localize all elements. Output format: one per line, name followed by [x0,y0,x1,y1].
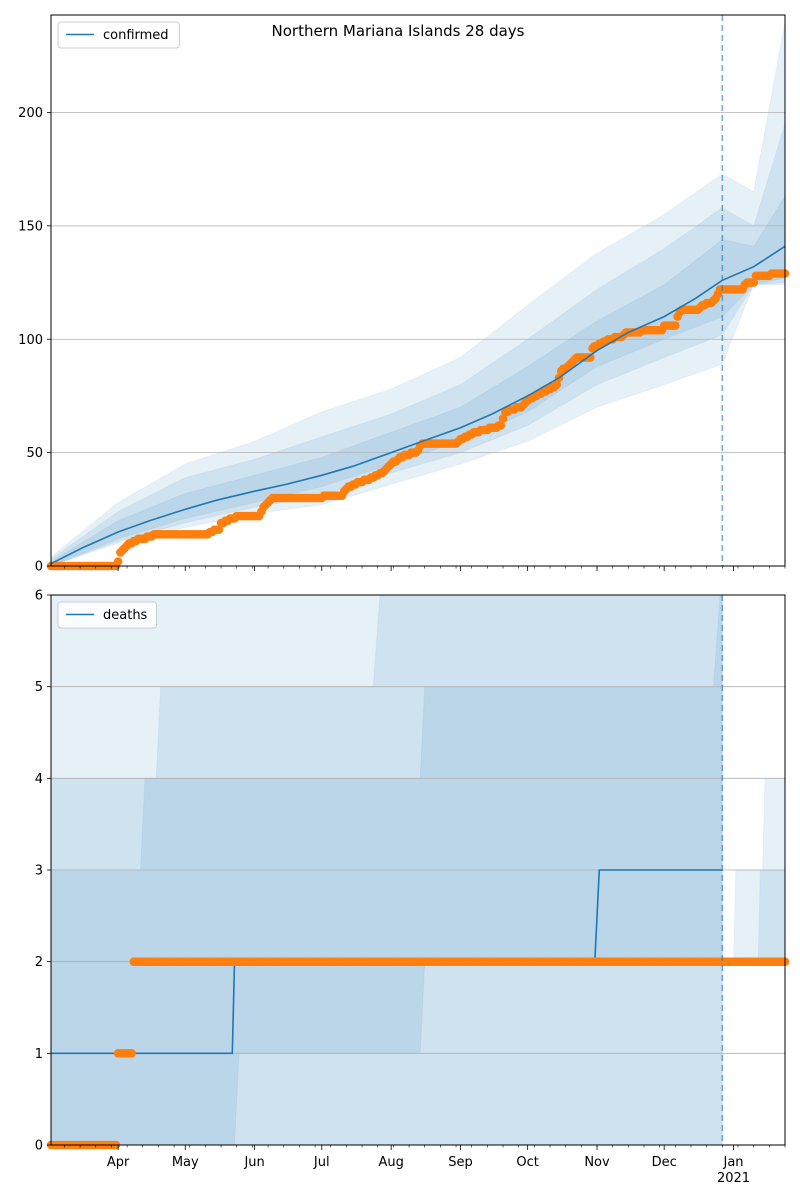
confirmed-panel: 0 50 100 150 200 Northern Mariana Islands 28… [18,14,790,575]
y-tick-label: 50 [26,446,43,461]
x-tick-label: Apr [107,1155,130,1170]
uncertainty-band-5 [757,869,786,963]
x-tick-label: Nov [584,1155,610,1170]
observed-point [749,278,758,287]
confirmed-x-ticks [64,566,786,571]
x-tick-label: Aug [378,1155,403,1170]
y-tick-label: 1 [35,1047,43,1062]
y-tick-label: 150 [18,219,43,234]
observed-point [498,414,508,423]
legend-label-confirmed: confirmed [103,28,169,43]
uncertainty-band-2 [50,123,786,567]
observed-point [127,1049,136,1058]
confirmed-uncertainty-bands [50,21,786,567]
deaths-legend: deaths [57,601,158,629]
observed-point [586,353,595,362]
x-tick-label: Sep [448,1155,473,1170]
deaths-panel: 0 1 2 3 4 5 6 Apr May Jun Jul Aug Sep Oct Nov Dec Jan20… [35,589,790,1186]
legend-label-deaths: deaths [103,608,148,623]
observed-point [496,421,506,430]
chart-title: Northern Mariana Islands 28 days [272,22,525,40]
x-tick-label: Jul [313,1155,330,1170]
y-tick-label: 2 [35,955,43,970]
confirmed-y-ticks: 0 50 100 150 200 [18,106,51,575]
deaths-y-ticks: 0 1 2 3 4 5 6 [35,589,51,1154]
y-tick-label: 0 [35,560,43,575]
y-tick-label: 100 [18,333,43,348]
y-tick-label: 200 [18,106,43,121]
y-tick-label: 3 [35,864,43,879]
observed-point [113,557,123,566]
confirmed-observed-points [46,269,790,571]
y-tick-label: 4 [35,772,43,787]
legend-box [57,21,180,49]
x-year-label: 2021 [717,1171,750,1186]
y-tick-label: 6 [35,589,43,604]
x-tick-label: May [172,1155,199,1170]
legend-box [57,601,158,629]
y-tick-label: 5 [35,680,43,695]
y-tick-label: 0 [35,1139,43,1154]
x-tick-label: Oct [516,1155,538,1170]
observed-point [552,380,561,389]
confirmed-axes-frame [50,14,786,567]
model-series-line [50,245,786,565]
confirmed-legend: confirmed [57,21,180,49]
x-tick-label: Dec [652,1155,677,1170]
observed-point [214,525,224,534]
x-tick-label: Jan [723,1155,744,1170]
observed-point [671,321,680,330]
confirmed-model-line [50,245,786,565]
x-tick-label: Jun [243,1155,264,1170]
